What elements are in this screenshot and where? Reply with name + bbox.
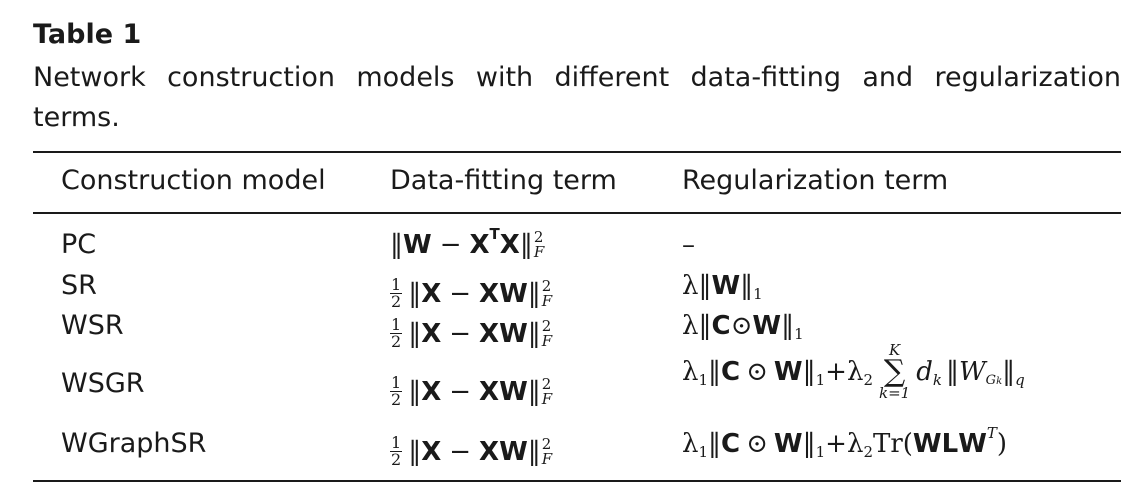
table-caption: Network construction models with differe…	[33, 62, 1121, 133]
bottom-rule	[33, 480, 1121, 482]
header-regularization-term: Regularization term	[682, 165, 949, 196]
sum-operator: K ∑ k=1	[878, 341, 911, 402]
header-construction-model: Construction model	[61, 165, 326, 196]
row-pc-data-fitting: ‖ W − X T X ‖ 2 F	[390, 224, 545, 261]
table-label: Table 1	[33, 19, 142, 50]
row-wsgr-model: WSGR	[61, 368, 145, 399]
row-sr-regularization: λ ‖ W ‖ 1	[682, 271, 763, 303]
row-sr-model: SR	[61, 270, 97, 301]
top-rule	[33, 151, 1121, 153]
row-wgraphsr-regularization: λ 1 ‖ C ⊙ W ‖ 1 + λ 2 Tr(W L W T)	[682, 423, 1008, 461]
row-wsr-regularization: λ ‖ C ⊙ W ‖ 1	[682, 311, 804, 343]
header-data-fitting-term: Data-fitting term	[390, 165, 617, 196]
row-pc-regularization: –	[682, 230, 695, 260]
table-container: Table 1 Network construction models with…	[33, 0, 1121, 497]
row-wgraphsr-model: WGraphSR	[61, 428, 207, 459]
row-pc-model: PC	[61, 229, 97, 260]
header-rule	[33, 212, 1121, 214]
row-wsr-model: WSR	[61, 310, 124, 341]
